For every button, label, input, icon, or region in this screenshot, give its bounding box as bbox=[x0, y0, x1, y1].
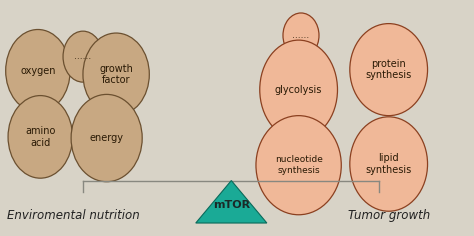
Ellipse shape bbox=[83, 33, 149, 116]
Ellipse shape bbox=[283, 13, 319, 58]
Text: Enviromental nutrition: Enviromental nutrition bbox=[7, 209, 140, 222]
Ellipse shape bbox=[63, 31, 103, 82]
Ellipse shape bbox=[260, 40, 337, 139]
Text: lipid
synthesis: lipid synthesis bbox=[365, 153, 412, 175]
Ellipse shape bbox=[8, 96, 73, 178]
Text: oxygen: oxygen bbox=[20, 66, 55, 76]
Text: ......: ...... bbox=[292, 31, 310, 40]
Ellipse shape bbox=[71, 94, 142, 182]
Ellipse shape bbox=[350, 117, 428, 211]
Ellipse shape bbox=[256, 116, 341, 215]
Polygon shape bbox=[196, 181, 267, 223]
Ellipse shape bbox=[6, 30, 70, 112]
Text: growth
factor: growth factor bbox=[99, 63, 133, 85]
Text: mTOR: mTOR bbox=[213, 200, 250, 210]
Text: amino
acid: amino acid bbox=[25, 126, 55, 148]
Text: glycolysis: glycolysis bbox=[275, 85, 322, 95]
Text: Tumor growth: Tumor growth bbox=[347, 209, 430, 222]
Text: protein
synthesis: protein synthesis bbox=[365, 59, 412, 80]
Text: ......: ...... bbox=[74, 52, 91, 61]
Text: energy: energy bbox=[90, 133, 124, 143]
Ellipse shape bbox=[350, 24, 428, 116]
Text: nucleotide
synthesis: nucleotide synthesis bbox=[274, 156, 323, 175]
